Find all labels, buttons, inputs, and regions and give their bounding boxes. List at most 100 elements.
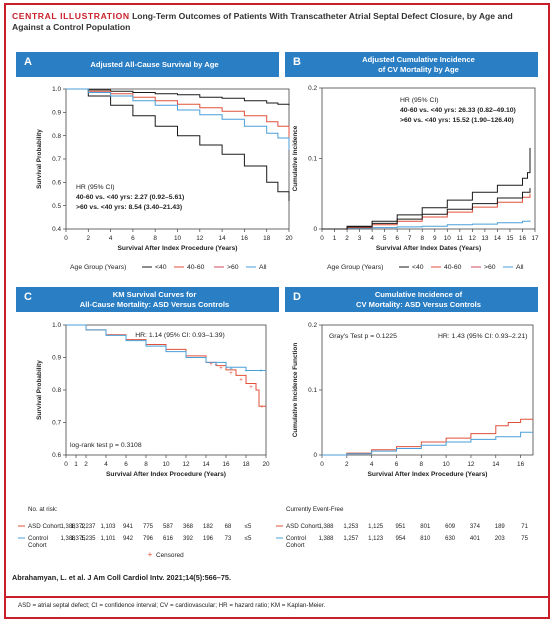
panel-b-xtick-label: 2 bbox=[345, 235, 349, 242]
panel-b-xtick-label: 13 bbox=[481, 235, 489, 242]
panel-b-hr-40-60: 40-60 vs. <40 yrs: 26.33 (0.82–49.10) bbox=[400, 107, 516, 114]
panel-c-risk-row-label-2: Cohort bbox=[28, 542, 47, 549]
panel-c-risk-cell: 1,388 bbox=[60, 524, 76, 530]
panel-a-ytick-label: 0.5 bbox=[52, 203, 61, 210]
panel-c-censor-mark: + bbox=[209, 362, 213, 368]
panel-d-grays-test: Gray's Test p = 0.1225 bbox=[329, 333, 397, 340]
panel-b-xtick-label: 10 bbox=[444, 235, 452, 242]
panel-d-ytick-label: 0.1 bbox=[308, 387, 317, 394]
panel-d-risk-cell: 189 bbox=[495, 524, 506, 530]
panel-c-xtick-label: 8 bbox=[144, 461, 148, 468]
panel-a-xtick-label: 6 bbox=[131, 235, 135, 242]
panel-d-xtick-label: 0 bbox=[320, 461, 324, 468]
panel-b-banner: B Adjusted Cumulative Incidence of CV Mo… bbox=[285, 52, 538, 77]
header: CENTRAL ILLUSTRATION Long-Term Outcomes … bbox=[12, 11, 542, 33]
panel-c-ytick-label: 0.8 bbox=[52, 387, 61, 394]
panel-d-title: Cumulative Incidence of CV Mortality: AS… bbox=[307, 290, 530, 310]
panel-c-series-1 bbox=[66, 324, 266, 371]
panel-b-title-line2: of CV Mortality by Age bbox=[378, 65, 459, 74]
panel-c-risk-cell: 1,237 bbox=[80, 524, 96, 530]
panel-c-risk-cell: 182 bbox=[203, 524, 214, 530]
panel-b-series-0 bbox=[322, 220, 531, 230]
panel-a-ytick-label: 0.7 bbox=[52, 156, 61, 163]
panel-a-title: Adjusted All-Cause Survival by Age bbox=[90, 60, 219, 69]
panel-b-legend-entry: 40-60 bbox=[444, 264, 462, 271]
panel-c-risk-cell: 1,235 bbox=[80, 536, 96, 542]
panel-b-xtick-label: 9 bbox=[433, 235, 437, 242]
panel-a-ytick-label: 1.0 bbox=[52, 86, 61, 93]
panel-a-hr-gt60: >60 vs. <40 yrs: 8.54 (3.40–21.43) bbox=[76, 204, 182, 211]
panel-b-legend-entry: <40 bbox=[412, 264, 424, 271]
panel-b-xtick-label: 1 bbox=[333, 235, 337, 242]
panel-a-ytick-label: 0.6 bbox=[52, 180, 61, 187]
panel-d-risk-cell: 374 bbox=[470, 524, 481, 530]
panel-c-risk-cell: 942 bbox=[123, 536, 134, 542]
panel-c-xlabel: Survival After Index Procedure (Years) bbox=[106, 471, 226, 478]
panel-c-risk-cell: 1,388 bbox=[60, 536, 76, 542]
panel-b-series-3 bbox=[322, 188, 531, 230]
panel-b-title: Adjusted Cumulative Incidence of CV Mort… bbox=[307, 55, 530, 75]
panel-c-censor-mark: + bbox=[214, 363, 218, 369]
panel-d-xtick-label: 14 bbox=[492, 461, 500, 468]
panel-c-risk-cell: 392 bbox=[183, 536, 194, 542]
panel-b-xtick-label: 0 bbox=[320, 235, 324, 242]
panel-a-xtick-label: 4 bbox=[109, 235, 113, 242]
panel-d-ytick-label: 0.2 bbox=[308, 322, 317, 329]
panel-c-risk-cell: 775 bbox=[143, 524, 154, 530]
header-tag: CENTRAL ILLUSTRATION bbox=[12, 11, 130, 21]
panel-b-xtick-label: 8 bbox=[420, 235, 424, 242]
panel-d-xlabel: Survival After Index Procedure (Years) bbox=[368, 471, 488, 478]
panel-c-logrank: log-rank test p = 0.3108 bbox=[70, 442, 142, 449]
panel-d-xtick-label: 12 bbox=[467, 461, 475, 468]
panel-c-xtick-label: 20 bbox=[262, 461, 270, 468]
panel-c-risk-cell: ≤5 bbox=[245, 524, 252, 530]
panel-c-risk-cell: ≤5 bbox=[245, 536, 252, 542]
panel-b-xtick-label: 14 bbox=[494, 235, 502, 242]
panel-d-risk-cell: 1,125 bbox=[368, 524, 384, 530]
panel-a-legend-title: Age Group (Years) bbox=[70, 264, 126, 271]
panel-a-legend-entry: 40-60 bbox=[187, 264, 205, 271]
panel-b-xtick-label: 15 bbox=[506, 235, 514, 242]
panel-c-banner: C KM Survival Curves for All-Cause Morta… bbox=[16, 287, 279, 312]
panel-c-xtick-label: 18 bbox=[242, 461, 250, 468]
panel-d-letter: D bbox=[293, 291, 301, 303]
panel-c-ytick-label: 0.6 bbox=[52, 452, 61, 459]
panel-d-risk-cell: 71 bbox=[521, 524, 528, 530]
panel-d-xtick-label: 4 bbox=[370, 461, 374, 468]
panel-b-xtick-label: 11 bbox=[457, 235, 464, 242]
panel-c-ytick-label: 0.9 bbox=[52, 355, 61, 362]
panel-d-risk-cell: 954 bbox=[395, 536, 406, 542]
panel-d-risk-cell: 609 bbox=[445, 524, 456, 530]
panel-c-risk-cell: 73 bbox=[225, 536, 232, 542]
panel-a-series-3 bbox=[66, 88, 290, 150]
panel-d-ytick-label: 0 bbox=[313, 452, 317, 459]
abbreviations: ASD = atrial septal defect; CI = confide… bbox=[18, 602, 326, 609]
panel-b-ytick-label: 0.2 bbox=[308, 85, 317, 92]
panel-b-title-line1: Adjusted Cumulative Incidence bbox=[362, 55, 475, 64]
panel-c-hr: HR: 1.14 (95% CI: 0.93–1.39) bbox=[135, 332, 225, 339]
panel-b-xtick-label: 12 bbox=[469, 235, 477, 242]
panel-c-xtick-label: 0 bbox=[64, 461, 68, 468]
panel-a-xtick-label: 12 bbox=[196, 235, 204, 242]
panel-c-risk-cell: 368 bbox=[183, 524, 194, 530]
panel-a-ytick-label: 0.4 bbox=[52, 226, 61, 233]
panel-d-risk-cell: 630 bbox=[445, 536, 456, 542]
panel-c-censor-mark: + bbox=[229, 371, 233, 377]
panel-a-hr-40-60: 40-60 vs. <40 yrs: 2.27 (0.92–5.61) bbox=[76, 194, 184, 201]
panel-b-ylabel: Cumulative Incidence bbox=[292, 125, 299, 191]
panel-d-risk-cell: 801 bbox=[420, 524, 431, 530]
panel-b-xtick-label: 3 bbox=[358, 235, 362, 242]
panel-a-xlabel: Survival After Index Procedure (Years) bbox=[118, 245, 238, 252]
panel-c-risk-cell: 1,101 bbox=[100, 536, 116, 542]
panel-d-xtick-label: 10 bbox=[443, 461, 451, 468]
panel-c-censor-mark: + bbox=[259, 369, 263, 375]
panel-a-legend-entry: All bbox=[259, 264, 267, 271]
panel-d-plot-frame bbox=[321, 324, 534, 456]
panel-c-risk-cell: 1,375 bbox=[70, 536, 86, 542]
panel-d-risk-cell: 75 bbox=[521, 536, 528, 542]
panel-b-legend-entry: All bbox=[516, 264, 524, 271]
panel-c-xtick-label: 16 bbox=[222, 461, 230, 468]
panel-d-risk-row-label-2: Cohort bbox=[286, 542, 305, 549]
panel-d-ylabel: Cumulative Incidence Function bbox=[292, 343, 299, 438]
